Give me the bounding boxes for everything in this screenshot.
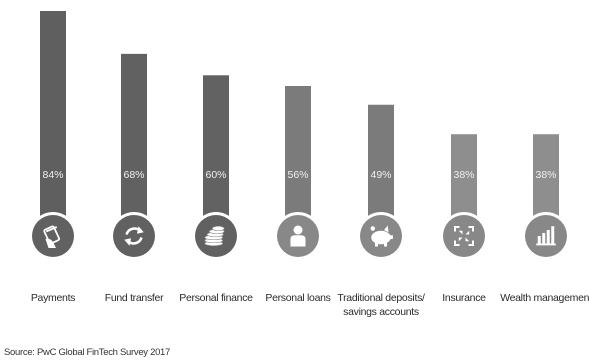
bar-chart: 84% 68% 60% 56% 49% 38% 38% — [29, 11, 570, 260]
icon-circle-6 — [443, 215, 485, 257]
bar-3 — [203, 75, 229, 237]
category-label-personal-finance: Personal finance — [179, 292, 253, 304]
source-note: Source: PwC Global FinTech Survey 2017 — [4, 347, 171, 358]
bar-group-6: 38% — [440, 134, 488, 260]
bar-group-2: 68% — [110, 53, 158, 260]
bar-group-4: 56% — [274, 86, 322, 260]
category-label-insurance: Insurance — [442, 292, 486, 304]
bar-group-1: 84% — [29, 11, 77, 260]
value-label-3: 60% — [205, 169, 226, 181]
icon-circle-2 — [113, 215, 155, 257]
value-label-6: 38% — [453, 169, 474, 181]
bar-1 — [40, 11, 66, 236]
category-label-wealth-management: Wealth management — [500, 292, 589, 304]
icon-circle-1 — [32, 215, 74, 257]
category-label-personal-loans: Personal loans — [265, 292, 331, 304]
bar-group-3: 60% — [192, 75, 240, 260]
icon-circle-7 — [525, 215, 567, 257]
value-label-1: 84% — [42, 169, 63, 181]
category-label-payments: Payments — [30, 292, 76, 304]
value-label-7: 38% — [535, 169, 556, 181]
bar-4 — [285, 86, 311, 236]
bar-2 — [121, 53, 147, 236]
category-label-traditional-deposits: Traditional deposits/ savings accounts — [337, 292, 425, 318]
bar-group-7: 38% — [522, 134, 570, 260]
value-label-4: 56% — [287, 169, 308, 181]
value-label-2: 68% — [123, 169, 144, 181]
category-label-fund-transfer: Fund transfer — [104, 292, 164, 304]
value-label-5: 49% — [370, 169, 391, 181]
bar-group-5: 49% — [357, 104, 405, 260]
